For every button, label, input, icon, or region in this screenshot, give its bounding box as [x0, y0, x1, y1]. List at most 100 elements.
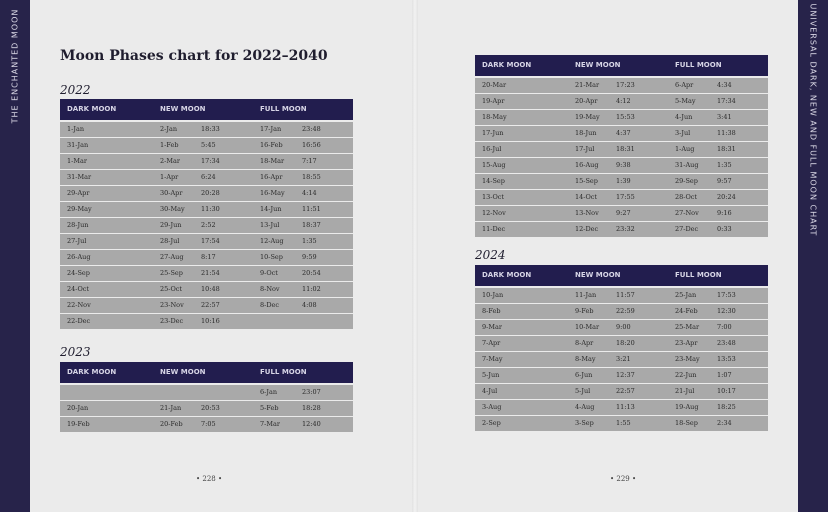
table-cell: 10:48	[201, 285, 220, 293]
table-cell: 25-Oct	[160, 285, 183, 293]
table-cell: 13-Jul	[260, 221, 280, 229]
table-cell: 9:38	[616, 161, 631, 169]
table-cell: 18:31	[717, 145, 736, 153]
table-cell: 7:00	[717, 323, 732, 331]
table-cell: 28-Oct	[675, 193, 698, 201]
table-cell: 19-Feb	[67, 420, 90, 428]
table-cell: 10-Jan	[482, 291, 504, 299]
table-row: 29-May 30-May 11:30 14-Jun 11:51	[60, 202, 353, 217]
table-cell: 18:31	[616, 145, 635, 153]
table-row: 20-Mar 21-Mar 17:23 6-Apr 4:34	[475, 78, 768, 93]
table-cell: 13-Nov	[575, 209, 599, 217]
table-row: 19-Apr 20-Apr 4:12 5-May 17:34	[475, 94, 768, 109]
table-cell: 23:48	[302, 125, 321, 133]
table-cell: 15-Sep	[575, 177, 598, 185]
table-header: DARK MOON NEW MOON FULL MOON	[475, 265, 768, 286]
table-cell: 17-Jan	[260, 125, 282, 133]
page-number: • 228 •	[196, 475, 223, 483]
table-cell: 1:35	[717, 161, 732, 169]
table-header: DARK MOON NEW MOON FULL MOON	[60, 99, 353, 120]
table-row: 5-Jun 6-Jun 12:37 22-Jun 1:07	[475, 368, 768, 383]
table-cell: 1:55	[616, 419, 631, 427]
table-cell: 20-Jan	[67, 404, 89, 412]
table-cell: 16-Apr	[260, 173, 283, 181]
table-cell: 12-Aug	[260, 237, 284, 245]
table-cell: 14-Jun	[260, 205, 282, 213]
table-cell: 12-Nov	[482, 209, 506, 217]
table-cell: 17:34	[201, 157, 220, 165]
table-cell: 1-Jan	[67, 125, 84, 133]
table-cell: 4-Jul	[482, 387, 498, 395]
table-cell: 16-Feb	[260, 141, 283, 149]
table-cell: 11:51	[302, 205, 321, 213]
table-cell: 23:07	[302, 388, 321, 396]
table-cell: 11:13	[616, 403, 635, 411]
table-cell: 4:34	[717, 81, 732, 89]
table-cell: 16:56	[302, 141, 321, 149]
spine-text: THE ENCHANTED MOON	[10, 8, 20, 124]
table-cell: 29-May	[67, 205, 92, 213]
table-row: 27-Jul 28-Jul 17:54 12-Aug 1:35	[60, 234, 353, 249]
table-cell: 22:57	[616, 387, 635, 395]
table-cell: 30-May	[160, 205, 185, 213]
table-cell: 8:17	[201, 253, 216, 261]
table-cell: 20:54	[302, 269, 321, 277]
fold	[412, 0, 418, 512]
table-cell: 3-Aug	[482, 403, 502, 411]
table-cell: 12:30	[717, 307, 736, 315]
table-cell: 0:33	[717, 225, 732, 233]
header-cell: FULL MOON	[260, 105, 307, 113]
table-cell: 18:25	[717, 403, 736, 411]
table-cell: 17:55	[616, 193, 635, 201]
table-cell: 18-Mar	[260, 157, 285, 165]
table-cell: 7:05	[201, 420, 216, 428]
table-row: 22-Nov 23-Nov 22:57 8-Dec 4:08	[60, 298, 353, 313]
table-row: 20-Jan 21-Jan 20:53 5-Feb 18:28	[60, 401, 353, 416]
table-cell: 4-Jun	[675, 113, 693, 121]
table-cell: 17:23	[616, 81, 635, 89]
header-cell: NEW MOON	[575, 61, 621, 69]
table-cell: 31-Aug	[675, 161, 699, 169]
table-cell: 16-May	[260, 189, 285, 197]
table-cell: 1-Feb	[160, 141, 179, 149]
table-cell: 11-Jan	[575, 291, 597, 299]
table-row: 6-Jan 23:07	[60, 385, 353, 400]
table-cell: 24-Feb	[675, 307, 698, 315]
table-cell: 12:37	[616, 371, 635, 379]
table-cell: 19-Aug	[675, 403, 699, 411]
table-cell: 12:40	[302, 420, 321, 428]
table-cell: 2-Jan	[160, 125, 177, 133]
table-cell: 7-May	[482, 355, 503, 363]
table-cell: 4:14	[302, 189, 317, 197]
page-title: Moon Phases chart for 2022–2040	[60, 48, 328, 64]
table-row: 3-Aug 4-Aug 11:13 19-Aug 18:25	[475, 400, 768, 415]
table-cell: 18:33	[201, 125, 220, 133]
table-cell: 14-Sep	[482, 177, 505, 185]
table-cell: 28-Jul	[160, 237, 180, 245]
table-row: 2-Sep 3-Sep 1:55 18-Sep 2:34	[475, 416, 768, 431]
table-cell: 24-Oct	[67, 285, 90, 293]
table-row: 28-Jun 29-Jun 2:52 13-Jul 18:37	[60, 218, 353, 233]
table-cell: 25-Jan	[675, 291, 697, 299]
table-cell: 1:07	[717, 371, 732, 379]
table-cell: 8-Apr	[575, 339, 594, 347]
table-cell: 27-Aug	[160, 253, 184, 261]
table-cell: 1-Mar	[67, 157, 87, 165]
table-cell: 22:57	[201, 301, 220, 309]
table-row: 31-Jan 1-Feb 5:45 16-Feb 16:56	[60, 138, 353, 153]
table-cell: 1:35	[302, 237, 317, 245]
table-cell: 4:08	[302, 301, 317, 309]
table-row: 14-Sep 15-Sep 1:39 29-Sep 9:57	[475, 174, 768, 189]
table-cell: 23:48	[717, 339, 736, 347]
table-row: 29-Apr 30-Apr 20:28 16-May 4:14	[60, 186, 353, 201]
header-cell: DARK MOON	[67, 368, 117, 376]
table-cell: 23:32	[616, 225, 635, 233]
table-cell: 8-May	[575, 355, 596, 363]
table-cell: 18-Jun	[575, 129, 597, 137]
header-cell: NEW MOON	[575, 271, 621, 279]
header-cell: FULL MOON	[675, 61, 722, 69]
table-cell: 23-Apr	[675, 339, 698, 347]
table-cell: 15:53	[616, 113, 635, 121]
table-row: 1-Jan 2-Jan 18:33 17-Jan 23:48	[60, 122, 353, 137]
